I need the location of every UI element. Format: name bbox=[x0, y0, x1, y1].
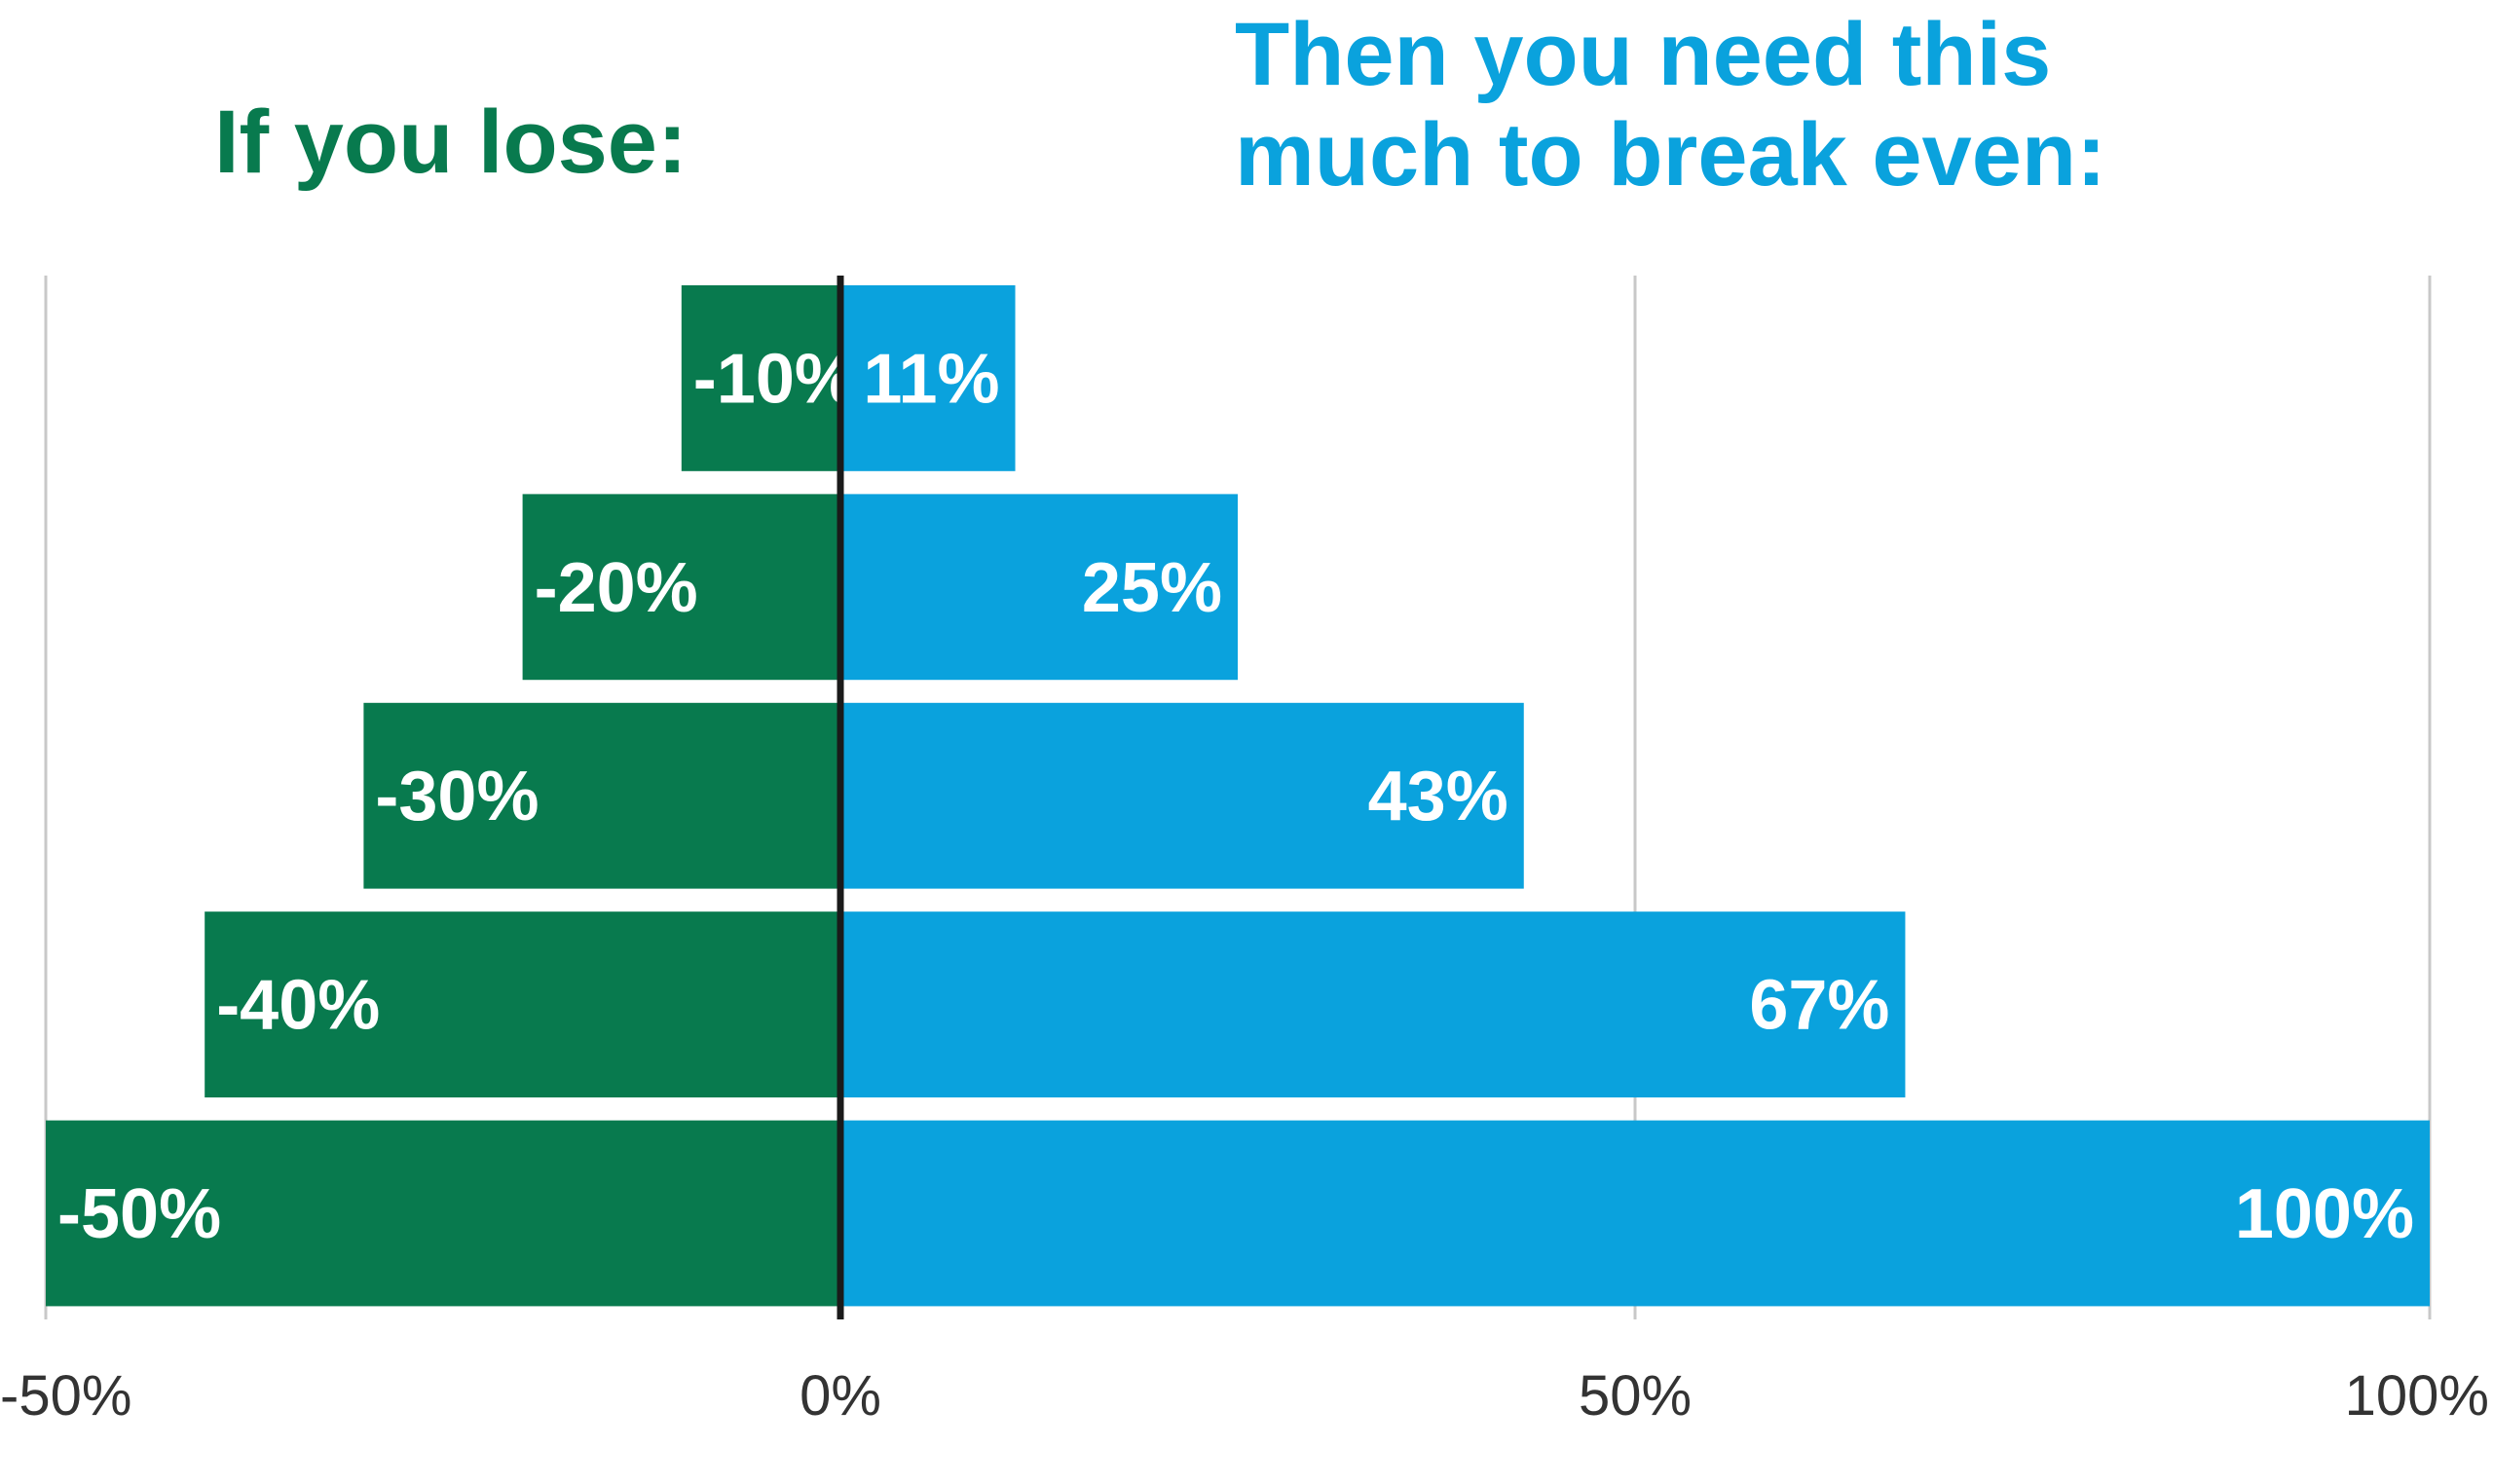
loss-bar-3 bbox=[205, 911, 840, 1098]
loss-bar-2 bbox=[363, 702, 840, 889]
loss-bar-4 bbox=[46, 1120, 840, 1307]
loss-bar-label-0: -10% bbox=[693, 340, 857, 418]
gain-bar-label-1: 25% bbox=[1082, 549, 1222, 627]
loss-bar-label-1: -20% bbox=[535, 549, 698, 627]
loss-bar-1 bbox=[522, 494, 840, 681]
gain-bar-label-0: 11% bbox=[863, 340, 999, 418]
loss-bar-label-3: -40% bbox=[216, 967, 380, 1045]
gain-bar-label-3: 67% bbox=[1749, 967, 1889, 1045]
x-tick-labels: -50% 0% 50% 100% bbox=[0, 1364, 2489, 1428]
right-header: Then you need this much to break even: bbox=[1235, 5, 2106, 205]
gain-bar-4 bbox=[840, 1120, 2430, 1307]
gain-bar-0 bbox=[840, 285, 1016, 471]
loss-bar-0 bbox=[681, 285, 840, 471]
gain-bar-3 bbox=[840, 911, 1906, 1098]
gain-bar-2 bbox=[840, 702, 1524, 889]
left-header: If you lose: bbox=[214, 93, 688, 192]
gain-bar-label-2: 43% bbox=[1368, 758, 1508, 835]
right-header-line-2: much to break even: bbox=[1235, 105, 2106, 204]
right-header-line-1: Then you need this bbox=[1235, 5, 2052, 104]
gain-bar-label-4: 100% bbox=[2235, 1175, 2414, 1253]
x-tick-label-1: 0% bbox=[800, 1364, 881, 1428]
x-tick-label-2: 50% bbox=[1579, 1364, 1692, 1428]
loss-bar-label-4: -50% bbox=[57, 1175, 221, 1253]
gain-bar-1 bbox=[840, 494, 1238, 681]
x-tick-label-3: 100% bbox=[2345, 1364, 2489, 1428]
x-tick-label-0: -50% bbox=[0, 1364, 131, 1428]
bars: -10% 11% -20% 25% -30% 43% -40% 67% -50% 100% bbox=[46, 285, 2430, 1307]
loss-bar-label-2: -30% bbox=[375, 758, 539, 835]
